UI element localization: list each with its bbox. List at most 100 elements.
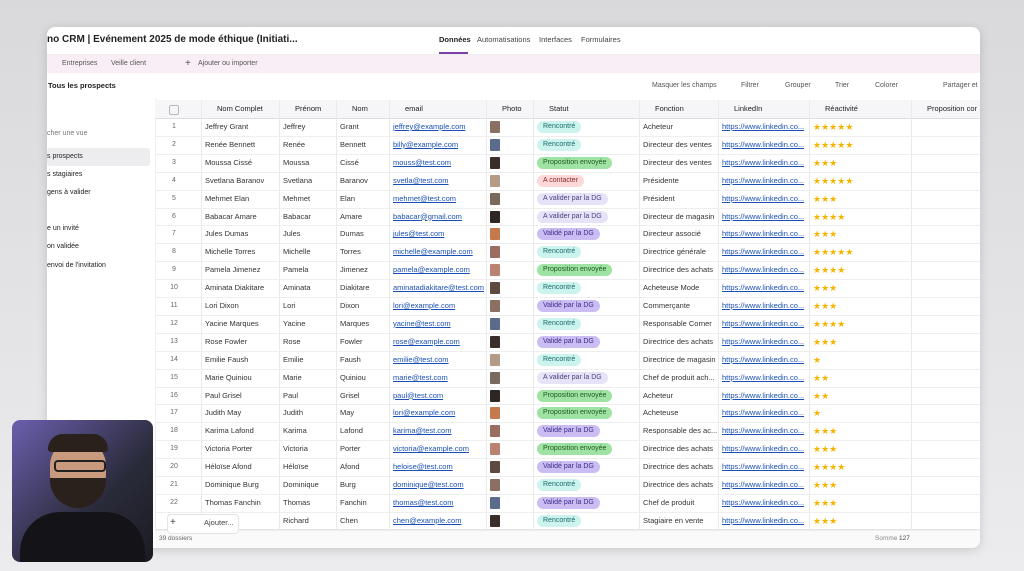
- glasses: [54, 460, 106, 472]
- cell: Jimenez: [340, 265, 368, 275]
- view-name[interactable]: Tous les prospects: [48, 81, 116, 90]
- view-item[interactable]: s prospects: [47, 153, 83, 160]
- rating: ★: [813, 407, 821, 420]
- photo: [490, 479, 500, 491]
- star: ★: [821, 139, 830, 150]
- star: ★: [813, 247, 822, 258]
- tab[interactable]: Interfaces: [539, 35, 572, 44]
- rating: ★★★: [813, 425, 837, 438]
- subnav-item[interactable]: Entreprises: [62, 60, 98, 67]
- cell: Marie Quiniou: [205, 372, 252, 382]
- row-number: 14: [170, 355, 178, 363]
- photo: [490, 210, 500, 223]
- star: ★: [829, 157, 838, 168]
- photo: [490, 300, 500, 312]
- linkedin: https://www.linkedin.co...: [722, 283, 805, 293]
- cell: Fowler: [340, 336, 363, 346]
- cell: Yacine Marques: [205, 318, 259, 328]
- toolbar-action[interactable]: Colorer: [875, 82, 898, 89]
- column-header[interactable]: Réactivité: [825, 104, 858, 113]
- email: thomas@test.com: [393, 497, 454, 507]
- star: ★: [821, 193, 830, 204]
- cell: Directrice des achats: [643, 336, 714, 346]
- toolbar-action[interactable]: Filtrer: [741, 82, 759, 89]
- row-line: [155, 493, 980, 495]
- cell: Dixon: [340, 301, 360, 310]
- star: ★: [829, 480, 838, 490]
- status: Validé par la DG: [537, 496, 600, 509]
- cell: Renée: [283, 139, 306, 149]
- photo: [490, 335, 500, 348]
- toolbar-action[interactable]: Masquer les champs: [652, 82, 717, 89]
- cell: Directrice des achats: [643, 462, 714, 472]
- column-header[interactable]: Proposition cor: [927, 104, 978, 113]
- email: aminatadiakitare@test.com: [393, 283, 484, 293]
- star: ★: [813, 193, 822, 204]
- photo: [490, 443, 500, 456]
- beard: [50, 478, 106, 508]
- sum-value: 127: [899, 535, 910, 542]
- star: ★: [829, 193, 838, 204]
- column-header[interactable]: Nom Complet: [217, 104, 263, 113]
- tab[interactable]: Formulaires: [581, 35, 621, 44]
- add-record[interactable]: [167, 514, 239, 534]
- rating: ★★★: [813, 336, 837, 349]
- star: ★: [821, 515, 830, 526]
- column-header[interactable]: Fonction: [655, 104, 684, 113]
- view-item[interactable]: gens à valider: [47, 189, 91, 196]
- cell: Emilie Faush: [205, 354, 249, 364]
- star: ★: [837, 462, 846, 473]
- view-item[interactable]: e un invité: [47, 225, 79, 232]
- column-header[interactable]: Statut: [549, 104, 569, 113]
- toolbar-action[interactable]: Partager et: [943, 82, 978, 89]
- email: yacine@test.com: [393, 318, 451, 328]
- toolbar-action[interactable]: Grouper: [785, 82, 811, 89]
- status: Rencontré: [537, 353, 582, 366]
- linkedin: https://www.linkedin.co...: [722, 122, 805, 131]
- view-item[interactable]: s stagiaires: [47, 171, 83, 178]
- cell: Acheteur: [643, 122, 674, 131]
- row-number: 5: [172, 194, 176, 202]
- star: ★: [837, 318, 846, 329]
- email: jeffrey@example.com: [393, 122, 466, 131]
- view-item[interactable]: envoi de l'invitation: [47, 262, 106, 269]
- column-header[interactable]: LinkedIn: [734, 104, 763, 113]
- cell: Fanchin: [340, 497, 367, 507]
- star: ★: [829, 265, 838, 276]
- star: ★: [845, 139, 854, 150]
- add-label[interactable]: Ajouter...: [204, 518, 234, 527]
- toolbar-action[interactable]: Trier: [835, 82, 850, 89]
- column-header[interactable]: email: [405, 104, 423, 113]
- view-item[interactable]: on validée: [47, 243, 79, 250]
- subnav-add[interactable]: Ajouter ou importer: [198, 60, 258, 67]
- subnav-item[interactable]: Veille client: [111, 60, 147, 67]
- row-line: [155, 243, 980, 245]
- column-header[interactable]: Nom: [352, 104, 368, 113]
- cell: Directrice des achats: [643, 265, 714, 275]
- tab[interactable]: Données: [439, 35, 471, 44]
- cell: Victoria: [283, 444, 308, 454]
- star: ★: [837, 122, 846, 132]
- linkedin: https://www.linkedin.co...: [722, 372, 805, 382]
- email: dominique@test.com: [393, 480, 464, 489]
- rating: ★★: [813, 390, 829, 403]
- column-header[interactable]: Prénom: [295, 104, 322, 113]
- photo: [490, 389, 500, 402]
- column-header[interactable]: Photo: [502, 104, 522, 113]
- cell: Victoria Porter: [205, 444, 253, 454]
- row-number: 3: [172, 158, 176, 166]
- star: ★: [813, 318, 822, 329]
- cell: Jules Dumas: [205, 229, 249, 239]
- photo: [490, 461, 500, 474]
- cell: Thomas: [283, 497, 311, 507]
- linkedin: https://www.linkedin.co...: [722, 480, 805, 489]
- star: ★: [829, 301, 838, 311]
- star: ★: [821, 372, 830, 383]
- cell: Diakitare: [340, 283, 370, 293]
- email: lori@example.com: [393, 301, 456, 310]
- rating: ★★★★★: [813, 175, 853, 188]
- tab[interactable]: Automatisations: [477, 35, 531, 44]
- row-number: 17: [170, 409, 178, 417]
- star: ★: [821, 247, 830, 258]
- email: jules@test.com: [393, 229, 445, 239]
